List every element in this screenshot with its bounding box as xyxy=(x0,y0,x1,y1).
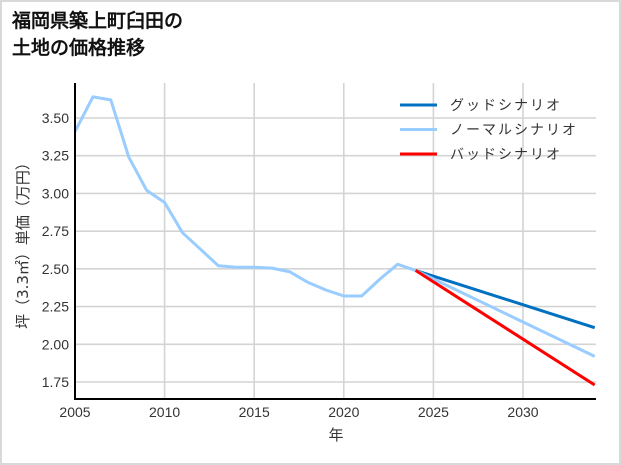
legend-label: ノーマルシナリオ xyxy=(450,123,578,139)
y-tick-label: 1.75 xyxy=(42,374,69,390)
x-tick-label: 2015 xyxy=(239,404,270,420)
x-tick-label: 2010 xyxy=(149,404,180,420)
y-tick-label: 3.25 xyxy=(42,148,69,164)
series-line xyxy=(73,95,416,298)
y-tick-label: 3.00 xyxy=(42,185,69,201)
data-series xyxy=(73,95,596,387)
axes xyxy=(74,83,596,400)
x-tick-label: 2005 xyxy=(59,404,90,420)
x-axis-label: 年 xyxy=(328,426,343,444)
y-tick-label: 2.75 xyxy=(42,223,69,239)
y-tick-label: 2.00 xyxy=(42,336,69,352)
chart-title-line-1: 福岡県築上町臼田の xyxy=(12,10,184,32)
y-tick-labels: 1.75 2.00 2.25 2.50 2.75 3.00 3.25 3.50 xyxy=(42,110,69,390)
grid-lines xyxy=(74,83,596,399)
x-tick-label: 2020 xyxy=(328,404,359,420)
series-line xyxy=(414,269,596,387)
legend-label: バッドシナリオ xyxy=(450,147,562,163)
y-axis-label: 坪（3.3㎡）単価（万円） xyxy=(14,155,32,329)
chart-title: 福岡県築上町臼田の 土地の価格推移 xyxy=(12,8,183,62)
y-tick-label: 2.25 xyxy=(42,299,69,315)
series-line xyxy=(415,268,596,330)
legend-label: グッドシナリオ xyxy=(450,98,562,114)
x-tick-label: 2030 xyxy=(507,404,538,420)
y-tick-label: 2.50 xyxy=(42,261,69,277)
series-line xyxy=(414,269,596,358)
chart-title-line-2: 土地の価格推移 xyxy=(12,37,146,59)
x-tick-label: 2025 xyxy=(418,404,449,420)
x-tick-labels: 2005 2010 2015 2020 2025 2030 xyxy=(59,404,538,420)
y-tick-label: 3.50 xyxy=(42,110,69,126)
